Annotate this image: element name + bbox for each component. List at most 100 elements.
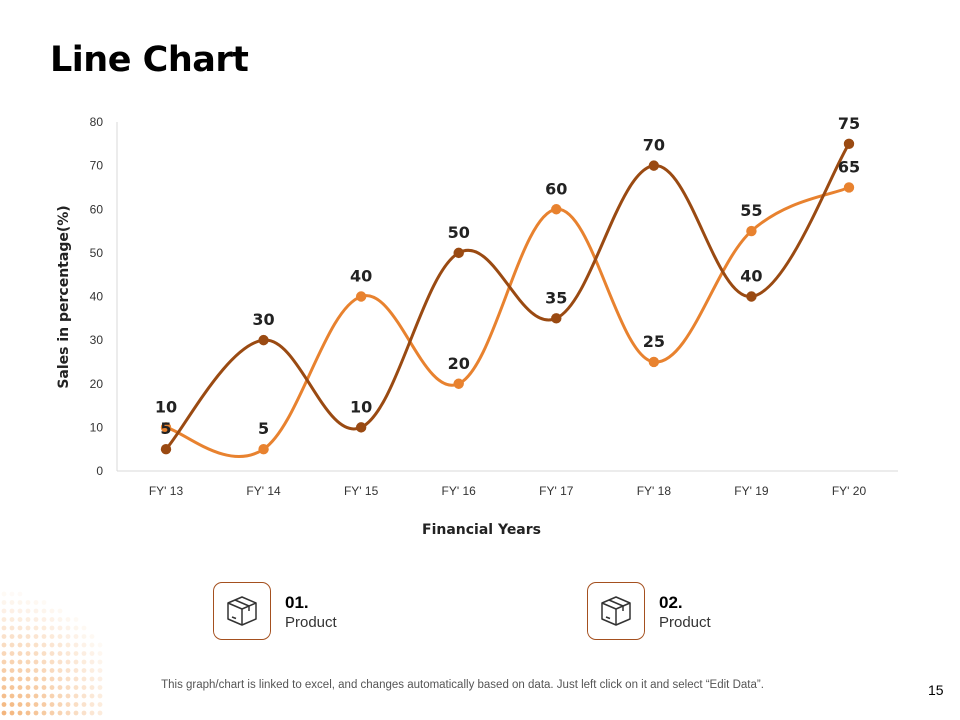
- decorative-dot: [57, 685, 63, 690]
- decorative-dot: [65, 676, 71, 682]
- decorative-dot: [97, 642, 103, 648]
- decorative-dot: [73, 710, 79, 716]
- decorative-dot: [97, 685, 103, 690]
- decorative-dot: [89, 634, 95, 639]
- series-1-point: [258, 443, 269, 455]
- series-1-point: [355, 291, 367, 302]
- decorative-dot: [33, 710, 39, 716]
- decorative-dot: [57, 608, 63, 614]
- decorative-dot: [65, 617, 71, 622]
- decorative-dot: [73, 651, 79, 656]
- decorative-dot: [89, 685, 95, 690]
- y-tick-label: 10: [90, 420, 104, 434]
- legend-number-1: 01.: [285, 593, 309, 612]
- decorative-dot: [1, 668, 7, 673]
- decorative-dot: [41, 676, 47, 682]
- decorative-dot: [33, 685, 39, 690]
- decorative-dot: [25, 668, 31, 673]
- decorative-dot: [41, 608, 47, 614]
- decorative-dot: [73, 617, 79, 622]
- decorative-dot: [1, 617, 7, 622]
- x-tick-label: FY' 15: [344, 484, 379, 498]
- decorative-dot: [81, 710, 87, 716]
- x-tick-label: FY' 16: [442, 484, 477, 498]
- decorative-dot: [81, 702, 87, 707]
- decorative-dot: [17, 600, 23, 605]
- decorative-dot: [17, 668, 23, 673]
- series-1-line: [164, 185, 851, 458]
- decorative-dot: [25, 659, 31, 665]
- y-tick-label: 60: [90, 202, 104, 216]
- series-2-point: [648, 160, 660, 171]
- decorative-dot: [97, 668, 103, 673]
- series-1-point: [551, 204, 562, 215]
- legend-icon-box-1: [213, 582, 271, 640]
- decorative-dot: [73, 702, 79, 707]
- decorative-dot: [65, 651, 71, 656]
- decorative-dot: [89, 676, 95, 682]
- decorative-dot: [25, 642, 31, 648]
- decorative-dot: [65, 642, 71, 648]
- decorative-dot: [1, 634, 7, 639]
- decorative-dot: [41, 668, 47, 673]
- decorative-dot: [1, 642, 7, 648]
- decorative-dot: [73, 634, 79, 639]
- decorative-dot: [17, 710, 23, 716]
- decorative-dot: [49, 617, 55, 622]
- decorative-dot: [33, 634, 39, 639]
- decorative-dot: [41, 685, 47, 690]
- decorative-dot: [25, 685, 31, 690]
- decorative-dot: [25, 676, 31, 682]
- decorative-dot: [1, 625, 7, 631]
- decorative-dot: [9, 651, 15, 656]
- decorative-dot: [9, 617, 15, 622]
- decorative-dot: [73, 642, 79, 648]
- series-1-data-label: 55: [740, 201, 762, 220]
- decorative-dot: [1, 702, 7, 707]
- decorative-dot: [9, 693, 15, 699]
- x-axis-title: Financial Years: [422, 522, 541, 538]
- series-2-data-label: 5: [160, 419, 171, 438]
- decorative-dot: [81, 642, 87, 648]
- decorative-dot: [9, 710, 15, 716]
- decorative-dot: [41, 702, 47, 707]
- decorative-dot: [41, 642, 47, 648]
- decorative-dot: [89, 710, 95, 716]
- decorative-dot: [33, 625, 39, 631]
- decorative-dot: [17, 634, 23, 639]
- decorative-dot: [1, 591, 7, 597]
- decorative-dot: [65, 634, 71, 639]
- decorative-dot: [1, 651, 7, 656]
- decorative-dot: [9, 642, 15, 648]
- series-2-point: [355, 422, 367, 433]
- decorative-dot: [9, 600, 15, 605]
- decorative-dot: [1, 693, 7, 699]
- decorative-dot: [25, 600, 31, 605]
- decorative-dot: [33, 702, 39, 707]
- decorative-dot: [81, 668, 87, 673]
- legend-icon-box-2: [587, 582, 645, 640]
- decorative-dot: [41, 651, 47, 656]
- decorative-dot: [97, 676, 103, 682]
- decorative-dot: [65, 685, 71, 690]
- decorative-dot: [89, 659, 95, 665]
- decorative-dot: [9, 659, 15, 665]
- decorative-dot: [49, 702, 55, 707]
- decorative-dot: [17, 659, 23, 665]
- series-2-data-label: 30: [252, 310, 274, 329]
- decorative-dot: [9, 676, 15, 682]
- y-tick-label: 30: [90, 333, 104, 347]
- y-tick-label: 20: [90, 377, 104, 391]
- decorative-dot: [9, 668, 15, 673]
- decorative-dot: [41, 625, 47, 631]
- decorative-dot: [33, 642, 39, 648]
- series-1-point: [453, 378, 464, 389]
- decorative-dot: [81, 651, 87, 656]
- decorative-dot: [25, 693, 31, 699]
- decorative-dot: [97, 651, 103, 656]
- decorative-dot: [57, 625, 63, 631]
- decorative-dot: [1, 608, 7, 614]
- decorative-dot: [49, 693, 55, 699]
- decorative-dot: [65, 659, 71, 665]
